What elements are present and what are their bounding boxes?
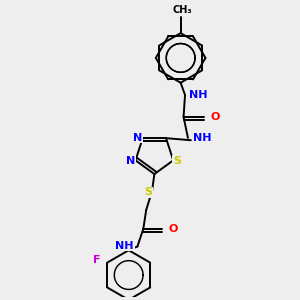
Text: N: N [134,133,143,142]
Text: NH: NH [189,90,208,100]
Text: S: S [173,156,181,166]
Text: CH₃: CH₃ [172,5,192,15]
Text: N: N [126,156,136,166]
Text: O: O [169,224,178,234]
Text: O: O [210,112,220,122]
Text: NH: NH [116,241,134,250]
Text: F: F [93,255,101,265]
Text: NH: NH [193,133,212,143]
Text: S: S [145,188,152,197]
